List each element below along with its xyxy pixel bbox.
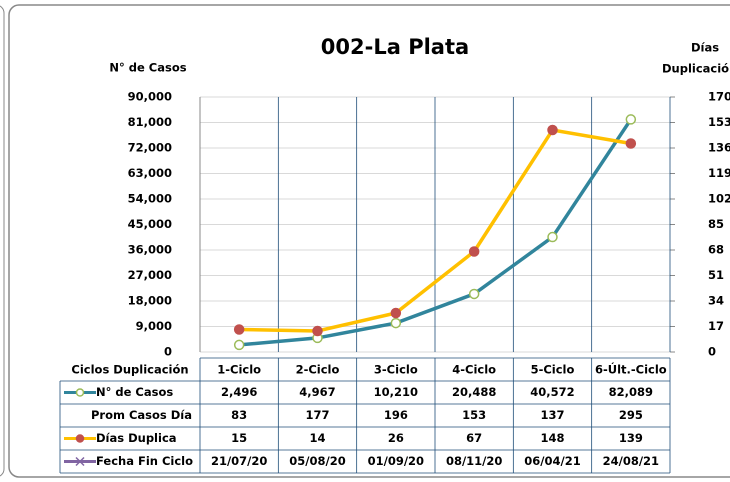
legend-label: Días Duplica: [96, 431, 177, 445]
table-cell: 148: [540, 431, 564, 445]
y-tick-label: 36,000: [128, 243, 172, 257]
series-point: [468, 246, 480, 257]
series-line: [239, 128, 632, 333]
table-cell: 4,967: [299, 385, 335, 399]
y-tick-label: 54,000: [128, 192, 172, 206]
table-cell: 01/09/20: [368, 454, 424, 468]
y-axis-label: N° de Casos: [109, 61, 186, 75]
table-cell: 67: [466, 431, 482, 445]
x-tick-label: 1-Ciclo: [217, 363, 261, 377]
table-cell: 40,572: [530, 385, 574, 399]
y2-tick-label: 68: [708, 243, 724, 257]
y-tick-label: 72,000: [128, 141, 172, 155]
series-point: [233, 339, 245, 351]
table-cell: 06/04/21: [524, 454, 580, 468]
table-cell: 153: [462, 408, 486, 422]
table-cell: 2,496: [221, 385, 257, 399]
frame: [8, 4, 730, 478]
table-cell: 83: [231, 408, 247, 422]
table-cell: 196: [384, 408, 408, 422]
series-point: [390, 317, 402, 329]
table-cell: 14: [309, 431, 325, 445]
frame: [0, 5, 5, 477]
series-point: [312, 325, 323, 337]
series-line: [239, 118, 633, 347]
series-point: [390, 307, 402, 319]
y-tick-label: 63,000: [128, 166, 172, 180]
y2-tick-label: 153: [708, 115, 730, 129]
y2-tick-label: 17: [708, 319, 724, 333]
y-tick-label: 0: [164, 345, 172, 359]
series-point: [233, 324, 245, 335]
y-tick-label: 90,000: [128, 90, 172, 104]
x-tick-label: 3-Ciclo: [374, 363, 418, 377]
x-tick-label: 6-Últ.-Ciclo: [595, 362, 667, 377]
y2-tick-label: 51: [708, 268, 724, 282]
table-cell: 21/07/20: [211, 454, 267, 468]
y2-tick-label: 170: [708, 90, 730, 104]
legend-label: N° de Casos: [96, 385, 173, 399]
table-cell: 24/08/21: [603, 454, 659, 468]
legend-label: Prom Casos Día: [91, 408, 192, 422]
y2-tick-label: 102: [708, 192, 730, 206]
y2-axis-label: Días: [691, 41, 719, 55]
table-cell: 20,488: [452, 385, 496, 399]
y2-tick-label: 136: [708, 141, 730, 155]
table-cell: 10,210: [374, 385, 418, 399]
chart-title: 002-La Plata: [321, 35, 469, 59]
y-tick-label: 9,000: [136, 319, 172, 333]
y2-tick-label: 85: [708, 217, 724, 231]
series-point: [625, 138, 637, 149]
series-point: [468, 288, 480, 300]
table-cell: 15: [231, 431, 247, 445]
x-tick-label: 5-Ciclo: [531, 363, 575, 377]
series-point: [547, 231, 558, 243]
y2-tick-label: 34: [708, 294, 724, 308]
y-tick-label: 81,000: [128, 115, 172, 129]
y-tick-label: 18,000: [128, 294, 172, 308]
y2-tick-label: 119: [708, 166, 730, 180]
y2-axis-label: Duplicació: [662, 62, 729, 76]
x-tick-label: 2-Ciclo: [296, 363, 340, 377]
x-axis-label: Ciclos Duplicación: [71, 363, 188, 377]
table-cell: 82,089: [609, 385, 653, 399]
table-cell: 08/11/20: [446, 454, 502, 468]
table-cell: 05/08/20: [289, 454, 345, 468]
table-cell: 177: [305, 408, 329, 422]
table-cell: 137: [540, 408, 564, 422]
legend-key: [75, 388, 85, 397]
table-cell: 26: [388, 431, 404, 445]
table-cell: 295: [619, 408, 643, 422]
legend-label: Fecha Fin Ciclo: [96, 454, 193, 468]
y-tick-label: 27,000: [128, 268, 172, 282]
x-tick-label: 4-Ciclo: [452, 363, 496, 377]
table-cell: 139: [619, 431, 643, 445]
y2-tick-label: 0: [708, 345, 716, 359]
legend-key: [75, 434, 85, 443]
series-point: [547, 124, 558, 136]
legend-key: [75, 456, 85, 467]
series-point: [625, 114, 637, 125]
y-tick-label: 45,000: [128, 217, 172, 231]
